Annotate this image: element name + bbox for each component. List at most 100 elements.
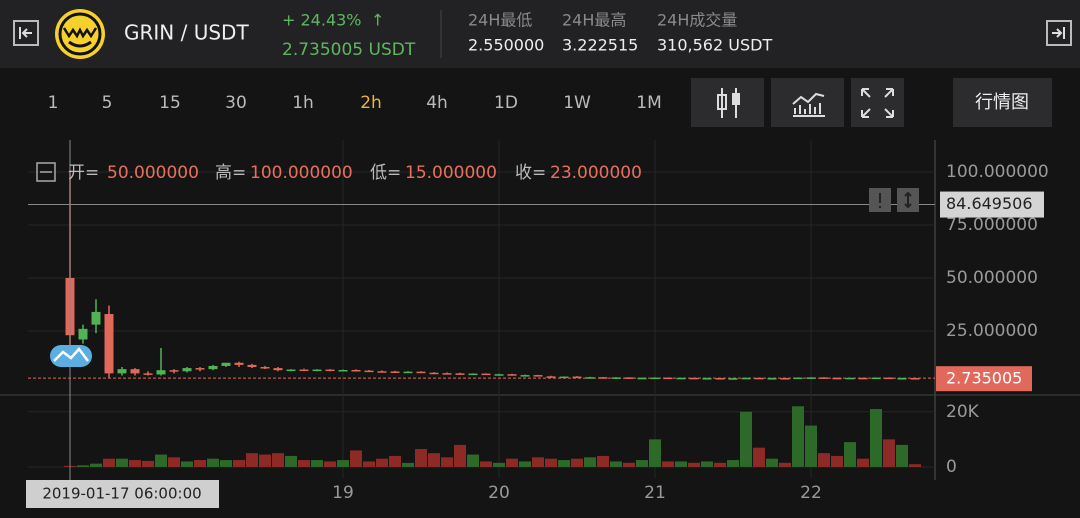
bars bbox=[793, 103, 825, 117]
volume-bar bbox=[597, 455, 609, 467]
candle-body bbox=[91, 311, 101, 325]
back-button[interactable] bbox=[13, 20, 39, 46]
interval[interactable]: 15 bbox=[159, 93, 181, 113]
intervals: 1 5 15 30 1h 2h 4h 1D 1W 1M bbox=[48, 93, 662, 113]
interval[interactable]: 1M bbox=[636, 93, 661, 113]
exit-button[interactable] bbox=[1046, 20, 1072, 46]
volume-bar bbox=[623, 462, 635, 467]
x-tick-label: 19 bbox=[332, 483, 354, 503]
view-button[interactable]: 行情图 bbox=[953, 78, 1052, 127]
volume-bar bbox=[740, 411, 752, 467]
volume-bar bbox=[649, 439, 661, 467]
volume-bar bbox=[233, 460, 245, 467]
volume-bar bbox=[883, 439, 895, 467]
volume-bar bbox=[766, 458, 778, 467]
volume-bar bbox=[727, 460, 739, 467]
candle-body bbox=[689, 377, 699, 380]
candle-body bbox=[117, 369, 127, 374]
candle-body bbox=[377, 371, 387, 373]
y-tick-label: 25.000000 bbox=[946, 321, 1038, 341]
volume-bar bbox=[90, 463, 102, 467]
change-arrow: ↑ bbox=[371, 11, 384, 30]
candle-body bbox=[741, 377, 751, 380]
candle-body bbox=[611, 377, 621, 379]
volume-bar bbox=[545, 458, 557, 467]
volume-bar bbox=[857, 458, 869, 467]
candle-body bbox=[533, 375, 543, 377]
volume-bar bbox=[181, 461, 193, 467]
candle-body bbox=[650, 377, 660, 380]
volume-bar bbox=[350, 450, 362, 467]
volume-bar bbox=[168, 457, 180, 467]
candle-body bbox=[754, 377, 764, 380]
watermark bbox=[50, 345, 92, 367]
fullscreen-button[interactable] bbox=[851, 78, 904, 127]
interval[interactable]: 1D bbox=[494, 93, 518, 113]
candle-body bbox=[832, 377, 842, 380]
stat-value: 3.222515 bbox=[562, 36, 638, 55]
x-tick-label: 20 bbox=[488, 483, 510, 503]
crosshair-x-box bbox=[26, 480, 219, 508]
mini-icons bbox=[879, 191, 912, 209]
candle-body bbox=[221, 362, 231, 366]
y-tick-label: 75.000000 bbox=[946, 215, 1038, 235]
candle-body bbox=[130, 369, 140, 374]
candle-body bbox=[663, 377, 673, 380]
hover-legend: 开= 50.000000 高= 100.000000 低= 15.000000 收= 23.0… bbox=[68, 163, 642, 183]
interval[interactable]: 1 bbox=[48, 93, 59, 113]
volume-bar bbox=[558, 460, 570, 467]
legend-toggle[interactable] bbox=[36, 162, 56, 182]
volume-bar bbox=[155, 454, 167, 467]
volume-bar bbox=[246, 453, 258, 467]
hover-label: 收= bbox=[515, 163, 546, 183]
volume-bar bbox=[571, 458, 583, 467]
interval[interactable]: 1W bbox=[563, 93, 591, 113]
crosshair-x-label: 2019-01-17 06:00:00 bbox=[42, 485, 201, 503]
logo-circle bbox=[55, 9, 105, 59]
candle-body bbox=[169, 370, 179, 372]
change: + 24.43% bbox=[282, 11, 362, 30]
volume-bar bbox=[519, 461, 531, 467]
candle-body bbox=[455, 373, 465, 375]
candle-body bbox=[429, 372, 439, 375]
volume-bar bbox=[116, 458, 128, 467]
logo-mark bbox=[62, 27, 98, 39]
volume-bar bbox=[844, 442, 856, 467]
interval[interactable]: 5 bbox=[102, 93, 113, 113]
candle-body bbox=[806, 377, 816, 379]
coin-logo bbox=[55, 9, 105, 59]
volume-tick-label: 20K bbox=[946, 402, 980, 422]
interval[interactable]: 1h bbox=[292, 93, 314, 113]
exit-arrow bbox=[1052, 27, 1065, 39]
candle-button[interactable] bbox=[691, 78, 764, 127]
volume-bar bbox=[285, 455, 297, 467]
volume-bar bbox=[441, 457, 453, 467]
candle-body bbox=[559, 376, 569, 379]
volume-bar bbox=[779, 462, 791, 467]
candle-body bbox=[910, 378, 920, 380]
candle-body bbox=[767, 378, 777, 380]
volume-bar bbox=[311, 460, 323, 467]
interval[interactable]: 30 bbox=[225, 93, 247, 113]
back-icon bbox=[13, 20, 39, 46]
interval[interactable]: 2h bbox=[360, 93, 382, 113]
view-label: 行情图 bbox=[975, 92, 1029, 113]
indicator-button[interactable] bbox=[771, 78, 844, 127]
hover-value: 23.000000 bbox=[550, 163, 642, 183]
candle-body bbox=[637, 377, 647, 380]
body bbox=[732, 93, 740, 105]
candle-body bbox=[819, 377, 829, 379]
candle-body bbox=[143, 373, 153, 375]
volume-bar bbox=[714, 462, 726, 467]
interval[interactable]: 4h bbox=[426, 93, 448, 113]
plot: 100.000000 75.000000 50.000000 25.000000 20K… bbox=[26, 140, 1049, 508]
volume-bar bbox=[753, 447, 765, 467]
hover-label: 高= bbox=[215, 163, 246, 183]
hover-value: 15.000000 bbox=[405, 163, 497, 183]
volume-bar bbox=[207, 458, 219, 467]
volume-bar bbox=[194, 460, 206, 467]
volume-bar bbox=[259, 454, 271, 467]
x-tick-label: 22 bbox=[800, 483, 822, 503]
